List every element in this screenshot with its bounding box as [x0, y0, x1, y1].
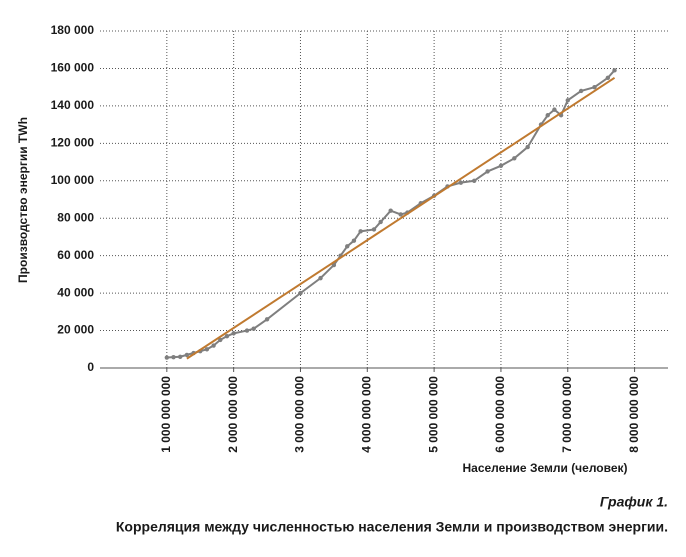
data-point — [318, 275, 323, 281]
data-point — [552, 107, 557, 112]
data-point — [512, 156, 517, 161]
data-point — [345, 244, 350, 249]
x-tick-label: 3 000 000 000 — [293, 376, 307, 453]
data-point — [211, 343, 216, 348]
y-tick-label: 80 000 — [57, 210, 94, 224]
y-tick-label: 120 000 — [51, 136, 95, 150]
data-point — [485, 169, 490, 174]
x-tick-label: 2 000 000 000 — [226, 376, 240, 453]
data-point — [224, 333, 230, 339]
y-tick-label: 100 000 — [51, 173, 95, 187]
data-point — [525, 144, 530, 150]
data-point — [565, 98, 570, 103]
data-point — [164, 355, 170, 360]
y-axis-label: Производство энергии TWh — [16, 117, 30, 283]
data-point — [298, 290, 303, 296]
x-tick-label: 6 000 000 000 — [493, 376, 507, 453]
data-point — [251, 326, 256, 331]
data-point — [177, 354, 183, 359]
data-point — [204, 347, 210, 352]
data-point — [592, 84, 597, 90]
data-point — [371, 227, 377, 232]
data-point — [218, 337, 223, 343]
y-tick-label: 0 — [87, 360, 94, 374]
data-point — [498, 163, 504, 168]
data-point — [578, 88, 584, 94]
x-axis-label: Население Земли (человек) — [462, 461, 627, 475]
data-point — [171, 354, 176, 360]
figure-label: График 1. — [600, 494, 668, 510]
y-tick-label: 40 000 — [57, 285, 94, 299]
data-point — [398, 212, 403, 217]
data-point — [472, 178, 477, 183]
data-point — [378, 219, 383, 225]
x-tick-label: 4 000 000 000 — [359, 376, 373, 453]
y-tick-label: 60 000 — [57, 248, 94, 262]
x-tick-label: 8 000 000 000 — [627, 376, 641, 453]
data-point — [231, 331, 236, 336]
data-point — [351, 238, 357, 243]
data-point — [264, 317, 270, 322]
data-point — [458, 180, 464, 185]
data-point — [244, 328, 250, 333]
data-point — [545, 113, 550, 118]
data-point — [605, 75, 611, 81]
x-tick-label: 7 000 000 000 — [560, 376, 574, 453]
y-tick-label: 160 000 — [51, 61, 95, 75]
y-tick-label: 140 000 — [51, 98, 95, 112]
data-point — [612, 68, 617, 73]
data-point — [388, 208, 393, 213]
y-tick-label: 20 000 — [57, 323, 94, 337]
data-point — [184, 352, 190, 358]
caption: Корреляция между численностью населения … — [116, 519, 668, 535]
x-tick-label: 5 000 000 000 — [426, 376, 440, 453]
y-tick-label: 180 000 — [51, 23, 95, 37]
x-tick-label: 1 000 000 000 — [159, 376, 173, 453]
series-line — [186, 76, 616, 360]
data-point — [358, 229, 363, 234]
